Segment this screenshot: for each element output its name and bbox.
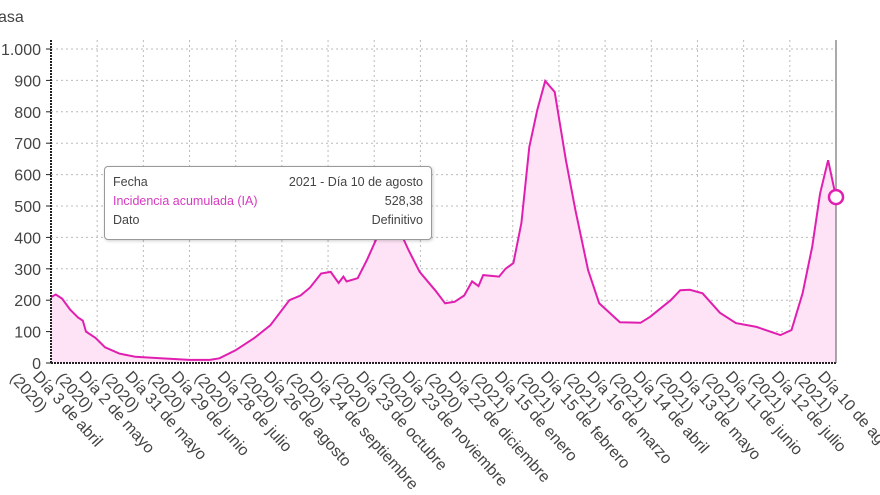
y-tick-label: 900 [14,73,41,90]
y-tick-label: 200 [14,293,41,310]
y-tick-label: 600 [14,168,41,185]
y-tick-label: 800 [14,105,41,122]
y-tick-label: 100 [14,325,41,342]
tooltip-row-fecha: Fecha 2021 - Día 10 de agosto [113,175,423,189]
series-line [50,78,837,361]
tooltip-row-ia: Incidencia acumulada (IA) 528,38 [113,194,423,208]
y-tick-label: 700 [14,136,41,153]
y-axis-label: Tasa [0,9,24,26]
y-tick-label: 1.000 [1,42,41,59]
tooltip-row-dato: Dato Definitivo [113,213,423,227]
highlight-point[interactable] [827,188,845,206]
y-tick-label: 400 [14,230,41,247]
tooltip: Fecha 2021 - Día 10 de agosto Incidencia … [104,166,432,240]
y-tick-label: 500 [14,199,41,216]
y-tick-label: 300 [14,262,41,279]
series-area [51,81,836,363]
y-tick-label: 0 [32,356,41,373]
